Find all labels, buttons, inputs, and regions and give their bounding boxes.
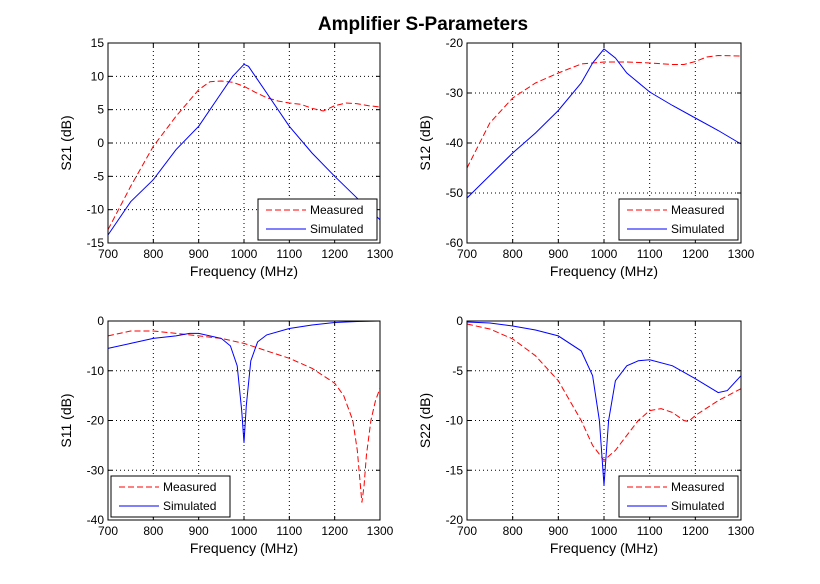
legend-label-simulated: Simulated [163, 499, 216, 513]
y-tick-label: -60 [446, 236, 464, 250]
x-tick-label: 1200 [321, 524, 348, 538]
series-line-measured [107, 80, 381, 230]
series-line-measured [466, 323, 742, 462]
x-tick-label: 1100 [276, 524, 302, 538]
x-tick-label: 700 [98, 524, 118, 538]
y-tick-label: -20 [87, 414, 105, 428]
x-tick-label: 1100 [637, 247, 663, 261]
x-tick-label: 800 [143, 524, 163, 538]
y-axis-label: S22 (dB) [417, 393, 433, 448]
y-tick-label: 10 [91, 69, 105, 83]
legend-label-simulated: Simulated [671, 222, 724, 236]
y-tick-label: -30 [87, 463, 105, 477]
x-tick-label: 700 [457, 524, 477, 538]
y-tick-label: 0 [97, 314, 104, 328]
chart-s21: 700 800 900 1000 1100 1200 1300 -15 -10 -5 0 5 10 15 F… [58, 36, 394, 279]
x-axis-label: Frequency (MHz) [550, 540, 658, 556]
y-axis-label: S11 (dB) [58, 393, 74, 447]
x-tick-label: 900 [548, 524, 568, 538]
x-tick-label: 1100 [637, 524, 663, 538]
x-tick-label: 900 [189, 524, 209, 538]
legend-box [618, 475, 739, 518]
x-tick-label: 1300 [367, 524, 394, 538]
x-tick-label: 1200 [682, 524, 709, 538]
y-tick-label: -5 [452, 364, 463, 378]
chart-s12: 700 800 900 1000 1100 1200 1300 -60 -50 -40 -30 -20… [417, 36, 755, 279]
series-line-simulated [466, 48, 742, 199]
series-line-simulated [107, 63, 381, 236]
y-tick-label: -40 [446, 136, 464, 150]
x-tick-label: 1100 [276, 247, 302, 261]
legend-box [257, 198, 378, 241]
y-tick-label: 0 [456, 314, 463, 328]
legend-label-measured: Measured [163, 480, 216, 494]
x-tick-label: 1300 [367, 247, 394, 261]
series-line-simulated [466, 321, 742, 486]
x-tick-label: 900 [189, 247, 209, 261]
y-tick-label: 5 [97, 103, 104, 117]
y-tick-label: 15 [91, 36, 105, 50]
series-line-measured [107, 330, 381, 503]
legend: Measured Simulated [618, 475, 739, 518]
y-tick-label: -10 [87, 364, 105, 378]
legend-box [618, 198, 739, 241]
x-tick-label: 1300 [728, 247, 755, 261]
x-tick-label: 700 [98, 247, 118, 261]
x-tick-label: 1200 [321, 247, 348, 261]
x-tick-label: 800 [143, 247, 163, 261]
legend: Measured Simulated [257, 198, 378, 241]
y-tick-label: -20 [446, 36, 464, 50]
y-tick-label: -5 [93, 169, 104, 183]
x-tick-label: 1000 [231, 247, 258, 261]
x-tick-label: 1000 [231, 524, 258, 538]
legend-label-measured: Measured [671, 203, 724, 217]
chart-s11: 700 800 900 1000 1100 1200 1300 -40 -30 -20 -10 0 Fr… [58, 314, 394, 556]
legend: Measured Simulated [110, 475, 231, 518]
y-axis-label: S12 (dB) [417, 115, 433, 170]
x-tick-label: 700 [457, 247, 477, 261]
y-tick-label: -10 [87, 203, 105, 217]
figure-title: Amplifier S-Parameters [318, 14, 528, 35]
y-tick-label: -30 [446, 86, 464, 100]
y-tick-label: -40 [87, 513, 105, 527]
series-line-measured [466, 54, 742, 169]
y-tick-label: -50 [446, 186, 464, 200]
x-tick-label: 1300 [728, 524, 755, 538]
x-tick-label: 800 [503, 524, 523, 538]
legend-label-measured: Measured [671, 480, 724, 494]
y-tick-label: -15 [446, 463, 464, 477]
x-axis-label: Frequency (MHz) [550, 263, 658, 279]
series-line-simulated [107, 320, 381, 443]
y-tick-label: -15 [87, 236, 105, 250]
x-axis-label: Frequency (MHz) [190, 263, 298, 279]
legend-label-simulated: Simulated [310, 222, 363, 236]
x-tick-label: 1000 [591, 247, 618, 261]
x-tick-label: 1000 [591, 524, 618, 538]
y-tick-label: -20 [446, 513, 464, 527]
x-tick-label: 1200 [682, 247, 709, 261]
x-tick-label: 800 [503, 247, 523, 261]
x-tick-label: 900 [548, 247, 568, 261]
y-tick-label: -10 [446, 414, 464, 428]
legend-label-simulated: Simulated [671, 499, 724, 513]
y-axis-label: S21 (dB) [58, 115, 74, 170]
y-tick-label: 0 [97, 136, 104, 150]
legend-label-measured: Measured [310, 203, 363, 217]
chart-s22: 700 800 900 1000 1100 1200 1300 -20 -15 -10 -5 0 Fre… [417, 314, 755, 556]
legend-box [110, 475, 231, 518]
x-axis-label: Frequency (MHz) [190, 540, 298, 556]
legend: Measured Simulated [618, 198, 739, 241]
